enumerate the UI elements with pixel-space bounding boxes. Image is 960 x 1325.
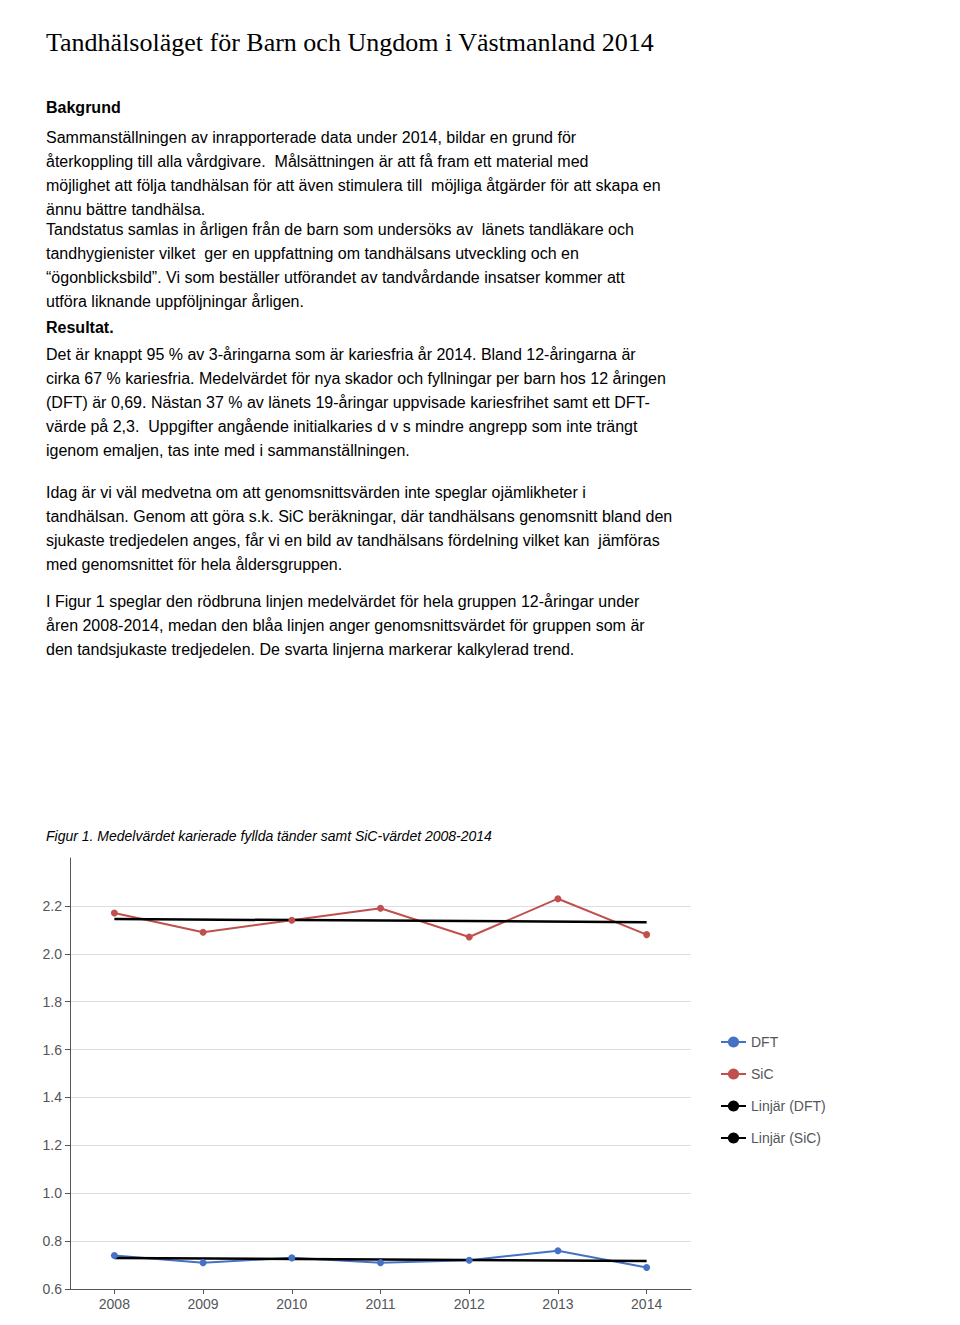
svg-text:2012: 2012: [454, 1296, 485, 1312]
svg-text:återkoppling till alla vårdgiv: återkoppling till alla vårdgivare. Målsä…: [46, 153, 588, 170]
svg-text:Det är knappt 95 % av 3-åringa: Det är knappt 95 % av 3-åringarna som är…: [46, 346, 636, 363]
svg-text:1.0: 1.0: [43, 1185, 63, 1201]
svg-text:0.8: 0.8: [43, 1233, 63, 1249]
svg-text:“ögonblicksbild”. Vi som bestä: “ögonblicksbild”. Vi som beställer utför…: [46, 269, 625, 286]
svg-text:Linjär (DFT): Linjär (DFT): [751, 1098, 826, 1114]
svg-text:0.6: 0.6: [43, 1281, 63, 1297]
svg-text:åren 2008-2014, medan den blåa: åren 2008-2014, medan den blåa linjen an…: [46, 617, 645, 634]
svg-text:cirka 67 % kariesfria. Medelvä: cirka 67 % kariesfria. Medelvärdet för n…: [46, 370, 666, 387]
svg-text:med genomsnittet för hela ålde: med genomsnittet för hela åldersgruppen.: [46, 556, 342, 573]
svg-text:utföra liknande uppföljningar: utföra liknande uppföljningar årligen.: [46, 293, 304, 310]
svg-text:2010: 2010: [276, 1296, 307, 1312]
svg-text:Tandstatus samlas in årligen f: Tandstatus samlas in årligen från de bar…: [46, 221, 634, 238]
svg-text:Sammanställningen av inrapport: Sammanställningen av inrapporterade data…: [46, 129, 577, 146]
svg-text:1.4: 1.4: [43, 1089, 63, 1105]
svg-text:1.2: 1.2: [43, 1137, 63, 1153]
svg-text:SiC: SiC: [751, 1066, 774, 1082]
svg-text:I Figur 1 speglar den rödbruna: I Figur 1 speglar den rödbruna linjen me…: [46, 593, 640, 610]
svg-text:2008: 2008: [99, 1296, 130, 1312]
svg-text:2014: 2014: [631, 1296, 662, 1312]
svg-text:Figur 1. Medelvärdet karierade: Figur 1. Medelvärdet karierade fyllda tä…: [46, 828, 492, 844]
svg-text:Idag är vi väl medvetna om att: Idag är vi väl medvetna om att genomsnit…: [46, 484, 586, 501]
svg-text:2.0: 2.0: [43, 946, 63, 962]
svg-text:den tandsjukaste tredjedelen.: den tandsjukaste tredjedelen. De svarta …: [46, 641, 574, 658]
svg-text:möjlighet att följa tandhälsan: möjlighet att följa tandhälsan för att ä…: [46, 177, 661, 194]
svg-text:sjukaste tredjedelen anges, få: sjukaste tredjedelen anges, får vi en bi…: [46, 532, 660, 549]
svg-text:(DFT) är 0,69. Nästan 37 % av: (DFT) är 0,69. Nästan 37 % av länets 19-…: [46, 394, 650, 411]
svg-text:Linjär (SiC): Linjär (SiC): [751, 1130, 821, 1146]
svg-text:tandhygienister vilket ger en: tandhygienister vilket ger en uppfattnin…: [46, 245, 579, 262]
svg-text:DFT: DFT: [751, 1034, 779, 1050]
svg-text:2013: 2013: [542, 1296, 573, 1312]
svg-text:tandhälsan. Genom att göra s.k: tandhälsan. Genom att göra s.k. SiC berä…: [46, 508, 672, 525]
svg-text:1.8: 1.8: [43, 994, 63, 1010]
svg-text:Resultat.: Resultat.: [46, 319, 114, 336]
svg-text:igenom emaljen, tas inte med i: igenom emaljen, tas inte med i sammanstä…: [46, 442, 410, 459]
svg-text:Tandhälsoläget för Barn och Un: Tandhälsoläget för Barn och Ungdom i Väs…: [46, 28, 654, 57]
svg-text:ännu bättre tandhälsa.: ännu bättre tandhälsa.: [46, 201, 205, 218]
svg-text:2009: 2009: [187, 1296, 218, 1312]
svg-text:Bakgrund: Bakgrund: [46, 99, 121, 116]
svg-text:2011: 2011: [365, 1296, 395, 1312]
svg-text:värde på 2,3. Uppgifter angåe: värde på 2,3. Uppgifter angående initial…: [46, 418, 638, 435]
svg-text:2.2: 2.2: [43, 898, 63, 914]
svg-text:1.6: 1.6: [43, 1042, 63, 1058]
